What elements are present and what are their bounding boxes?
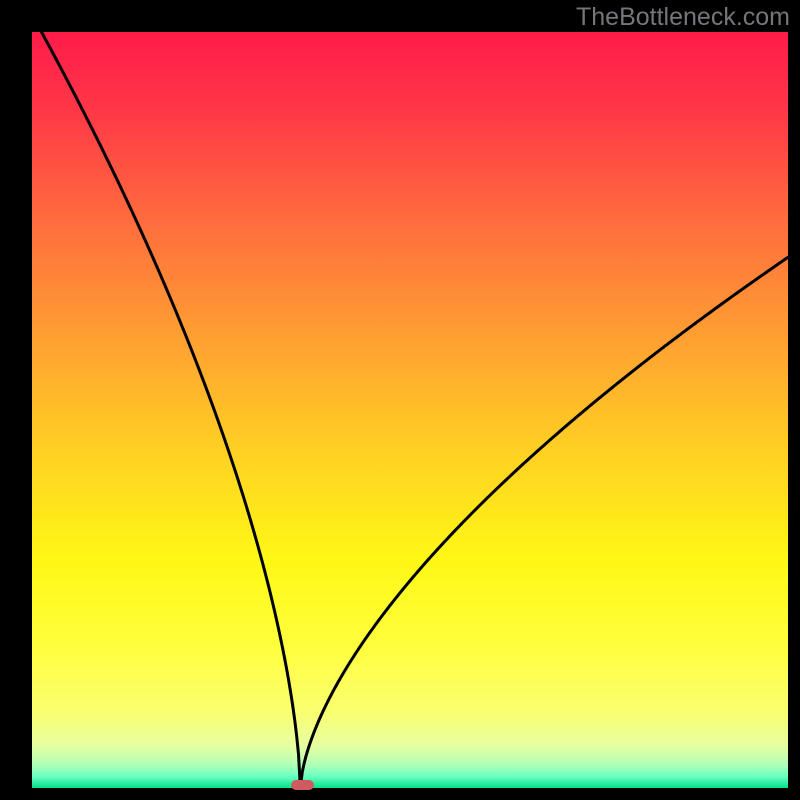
gradient-background — [32, 32, 788, 788]
watermark-text: TheBottleneck.com — [576, 3, 790, 32]
optimal-marker — [291, 780, 314, 789]
plot-area — [32, 32, 788, 788]
chart-container: TheBottleneck.com — [0, 0, 800, 800]
